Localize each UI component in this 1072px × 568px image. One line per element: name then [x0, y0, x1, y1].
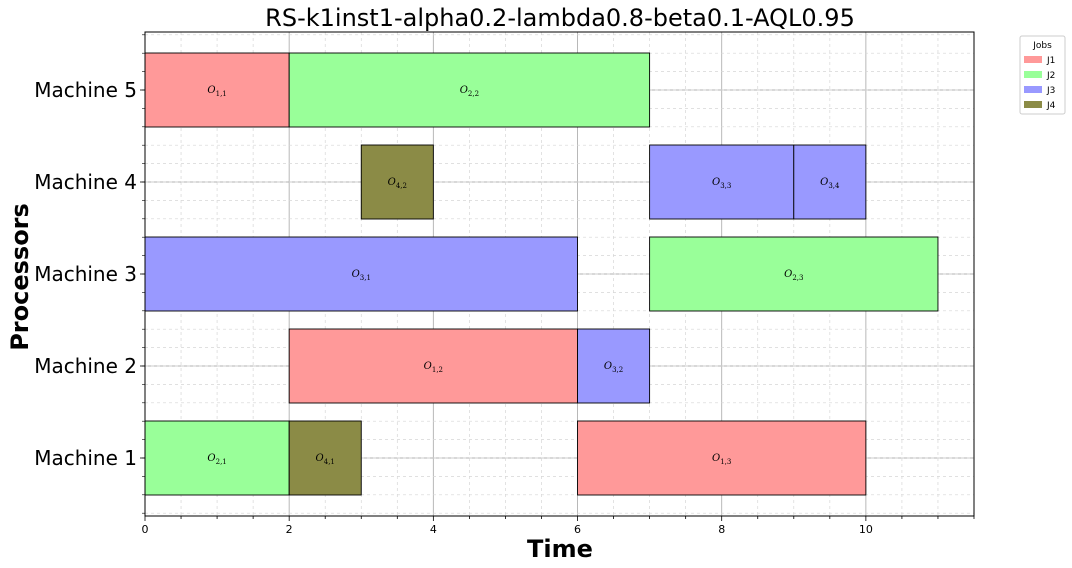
operation-label: O2,2	[460, 85, 479, 98]
y-tick-label: Machine 1	[34, 446, 137, 470]
operation-bar	[288, 420, 362, 496]
operation-label: O3,4	[820, 177, 840, 190]
y-axis-label: Processors	[6, 203, 34, 351]
y-tick-label: Machine 4	[34, 170, 137, 194]
operation-label: O3,2	[604, 361, 623, 374]
operation-bar	[144, 236, 578, 312]
legend-swatch	[1024, 86, 1042, 93]
x-tick-label: 6	[574, 523, 581, 536]
operation-label: O1,3	[712, 453, 731, 466]
operation-bars: O1,1 O2,2 O4,2 O3,3 O3,4 O3,1 O2,3 O1,2 O3,2 O2,1…	[144, 52, 939, 496]
legend-swatch	[1024, 56, 1042, 63]
chart-title: RS-k1inst1-alpha0.2-lambda0.8-beta0.1-AQ…	[265, 4, 855, 32]
operation-bar	[577, 328, 651, 404]
x-tick-label: 10	[859, 523, 873, 536]
operation-bar	[288, 328, 578, 404]
operation-label: O1,2	[424, 361, 443, 374]
y-tick-label: Machine 2	[34, 354, 137, 378]
operation-bar	[649, 236, 939, 312]
axes: 0 2 4 6 8 10 Machine 1 Machine 2 Machine 3 Machin…	[34, 31, 975, 536]
operation-label: O1,1	[207, 85, 226, 98]
operation-bar	[360, 144, 434, 220]
operation-label: O2,1	[207, 453, 226, 466]
x-tick-label: 4	[430, 523, 437, 536]
x-axis-label: Time	[527, 535, 593, 563]
legend-entry-label: J2	[1046, 71, 1055, 81]
operation-bar	[793, 144, 867, 220]
legend-entry-label: J3	[1046, 86, 1055, 96]
operation-label: O4,2	[388, 177, 407, 190]
legend-swatch	[1024, 101, 1042, 108]
operation-label: O3,3	[712, 177, 731, 190]
operation-bar	[577, 420, 867, 496]
legend-entry-label: J4	[1046, 101, 1056, 111]
y-tick-label: Machine 3	[34, 262, 137, 286]
operation-bar	[288, 52, 651, 128]
legend-swatch	[1024, 71, 1042, 78]
y-tick-label: Machine 5	[34, 78, 137, 102]
operation-label: O2,3	[784, 269, 803, 282]
x-tick-label: 2	[286, 523, 293, 536]
legend-box	[1019, 35, 1066, 115]
operation-label: O4,1	[316, 453, 335, 466]
x-tick-label: 8	[718, 523, 725, 536]
x-tick-label: 0	[142, 523, 149, 536]
operation-bar	[144, 52, 290, 128]
legend-title: Jobs	[1032, 41, 1052, 51]
legend: Jobs J1 J2 J3 J4	[1019, 35, 1066, 115]
operation-label: O3,1	[352, 269, 371, 282]
operation-bar	[144, 420, 290, 496]
legend-entry-label: J1	[1046, 56, 1055, 66]
